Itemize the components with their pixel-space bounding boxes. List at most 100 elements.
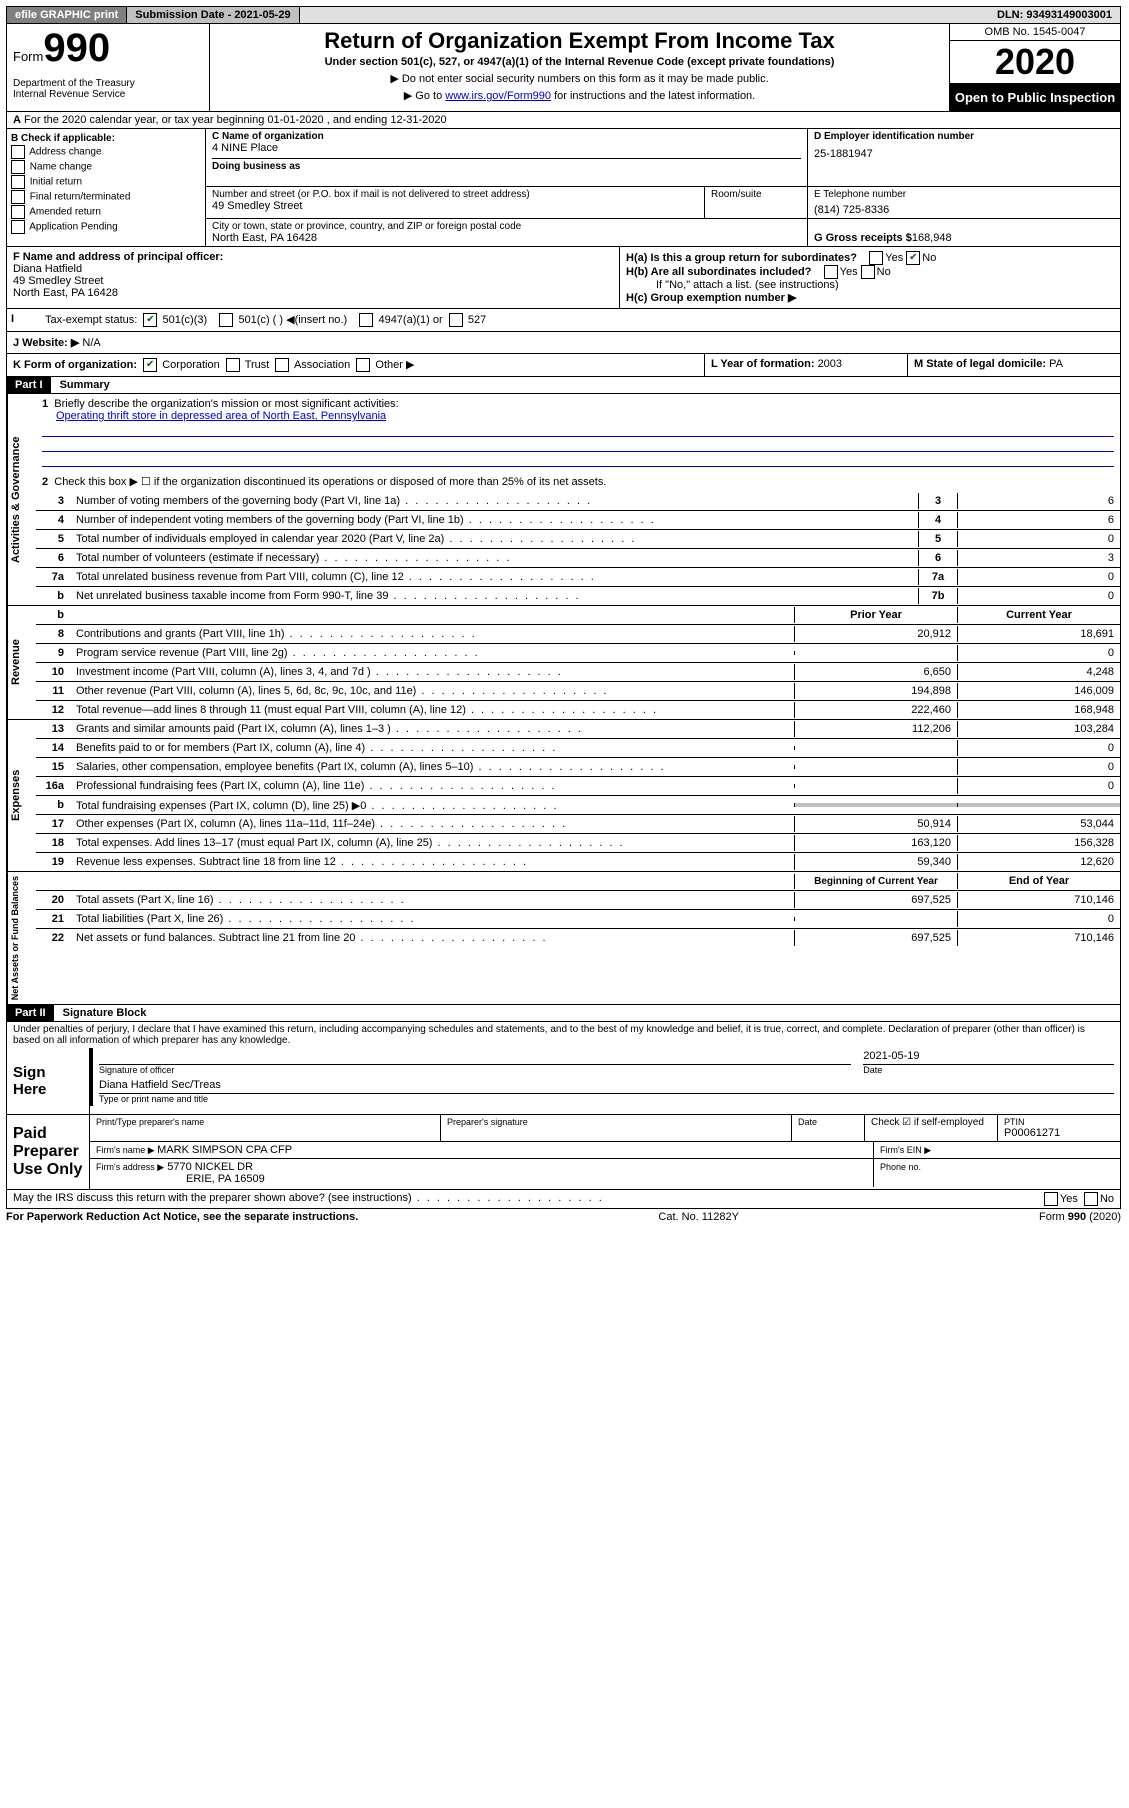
prior-year-value: 163,120 [794,835,957,851]
cb-address-change[interactable]: Address change [11,145,201,159]
summary-line-19: 19Revenue less expenses. Subtract line 1… [36,853,1120,871]
discuss-text: May the IRS discuss this return with the… [13,1192,604,1206]
city-label: City or town, state or province, country… [212,221,801,232]
cb-trust[interactable] [226,358,240,372]
cb-final-return[interactable]: Final return/terminated [11,190,201,204]
tax-status-label: Tax-exempt status: [45,314,137,326]
prior-year-value [794,651,957,655]
end-year-header: End of Year [957,873,1120,889]
line-num: b [36,799,72,811]
l1-text: Briefly describe the organization's miss… [54,398,398,410]
line-num: 9 [36,647,72,659]
summary-line-17: 17Other expenses (Part IX, column (A), l… [36,815,1120,834]
summary-line-8: 8Contributions and grants (Part VIII, li… [36,625,1120,644]
header-center: Return of Organization Exempt From Incom… [210,24,949,111]
current-year-value: 0 [957,759,1120,775]
line-num: 6 [36,552,72,564]
part2-header: Part II [7,1005,54,1021]
cb-initial-return[interactable]: Initial return [11,175,201,189]
line-value: 0 [957,569,1120,585]
omb-number: OMB No. 1545-0047 [950,24,1120,41]
beg-year-header: Beginning of Current Year [794,874,957,889]
cb-amended-return[interactable]: Amended return [11,205,201,219]
summary-line-5: 5Total number of individuals employed in… [36,530,1120,549]
line-num: 7a [36,571,72,583]
submission-date: Submission Date - 2021-05-29 [127,7,299,23]
cb-other[interactable] [356,358,370,372]
note-ssn: ▶ Do not enter social security numbers o… [216,72,943,85]
current-year-value: 103,284 [957,721,1120,737]
discuss-no[interactable] [1084,1192,1098,1206]
governance-content: 1 Briefly describe the organization's mi… [36,394,1120,605]
hb-no[interactable] [861,265,875,279]
section-fh: F Name and address of principal officer:… [6,247,1121,309]
cb-4947[interactable] [359,313,373,327]
efile-button[interactable]: efile GRAPHIC print [7,7,127,23]
summary-line-7b: bNet unrelated business taxable income f… [36,587,1120,605]
note2-suffix: for instructions and the latest informat… [551,90,755,102]
net-assets-content: Beginning of Current Year End of Year 20… [36,872,1120,1004]
main-title: Return of Organization Exempt From Incom… [216,28,943,54]
current-year-value: 4,248 [957,664,1120,680]
summary-line-22: 22Net assets or fund balances. Subtract … [36,929,1120,947]
box-k: K Form of organization: Corporation Trus… [7,354,705,376]
firm-name-label: Firm's name ▶ [96,1145,157,1155]
line-box: 6 [918,550,957,566]
line-num: 10 [36,666,72,678]
type-print-label: Type or print name and title [99,1094,1114,1104]
blank [72,613,794,617]
prior-year-value: 59,340 [794,854,957,870]
line-num: 4 [36,514,72,526]
officer-name: Diana Hatfield [13,263,82,275]
sign-here-content: Signature of officer 2021-05-19 Date Dia… [90,1048,1120,1114]
line-a-text: For the 2020 calendar year, or tax year … [24,114,447,126]
firm-address: Firm's address ▶ 5770 NICKEL DR ERIE, PA… [90,1159,873,1187]
cb-corporation[interactable] [143,358,157,372]
paid-preparer-content: Print/Type preparer's name Preparer's si… [90,1115,1120,1189]
current-year-value: 710,146 [957,892,1120,908]
current-year-header: Current Year [957,607,1120,623]
ptin-label: PTIN [1004,1117,1114,1127]
cb-application-pending[interactable]: Application Pending [11,220,201,234]
ha-yes[interactable] [869,251,883,265]
mission-text[interactable]: Operating thrift store in depressed area… [42,410,386,422]
signature-of-officer[interactable]: Signature of officer [90,1048,857,1077]
box-b-label: B Check if applicable: [11,133,115,144]
m-value: PA [1049,358,1063,370]
discuss-yes[interactable] [1044,1192,1058,1206]
phone-value: (814) 725-8336 [814,204,1114,216]
l-label: L Year of formation: [711,358,818,370]
cb-name-change[interactable]: Name change [11,160,201,174]
summary-line-9: 9Program service revenue (Part VIII, lin… [36,644,1120,663]
k-label: K Form of organization: [13,359,137,371]
hb-yes[interactable] [824,265,838,279]
summary-line-7a: 7aTotal unrelated business revenue from … [36,568,1120,587]
current-year-value [957,803,1120,807]
cb-501c[interactable] [219,313,233,327]
vlabel-governance: Activities & Governance [7,394,36,605]
summary-line-10: 10Investment income (Part VIII, column (… [36,663,1120,682]
prep-signature[interactable]: Preparer's signature [440,1115,791,1142]
current-year-value: 0 [957,740,1120,756]
cb-association[interactable] [275,358,289,372]
blank: b [36,609,72,621]
department: Department of the Treasury Internal Reve… [13,78,203,100]
irs-link[interactable]: www.irs.gov/Form990 [445,90,551,102]
cb-501c3[interactable] [143,313,157,327]
ha-no[interactable] [906,251,920,265]
line-num: 19 [36,856,72,868]
part1-header: Part I [7,377,51,393]
note2-prefix: ▶ Go to [404,90,445,102]
line-box: 7a [918,569,957,585]
firm-phone: Phone no. [873,1159,1120,1187]
paperwork-notice: For Paperwork Reduction Act Notice, see … [6,1211,358,1223]
sign-here-section: Sign Here Signature of officer 2021-05-1… [6,1048,1121,1115]
ein-label: D Employer identification number [814,131,1114,142]
cb-527[interactable] [449,313,463,327]
revenue-block: Revenue b Prior Year Current Year 8Contr… [6,606,1121,720]
summary-line-15: 15Salaries, other compensation, employee… [36,758,1120,777]
line-num: 17 [36,818,72,830]
current-year-value: 146,009 [957,683,1120,699]
mission-blank-line [42,422,1114,437]
firm-addr-label: Firm's address ▶ [96,1162,164,1172]
